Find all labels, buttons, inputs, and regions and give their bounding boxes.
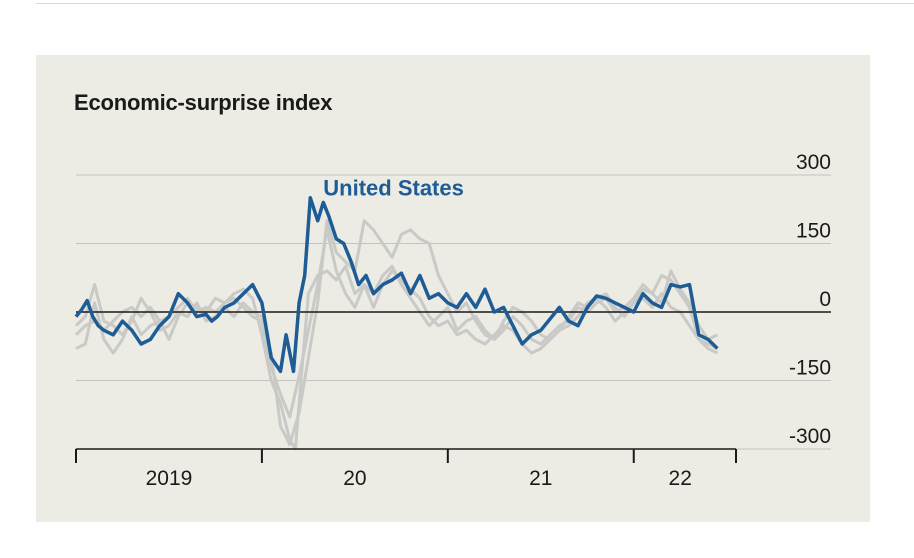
x-tick-label-2: 21 [529,467,552,490]
background-series-line-1 [74,219,719,446]
y-tick-label-0: 300 [796,151,831,174]
y-tick-label-2: 0 [819,288,831,311]
series-label-us: United States [323,176,464,201]
y-tick-label-1: 150 [796,220,831,243]
chart-panel: Economic-surprise index 300 150 0 -150 -300 U… [36,55,870,522]
y-tick-label-4: -300 [789,425,831,448]
chart-title: Economic-surprise index [74,90,333,115]
top-rule [36,3,914,4]
background-series-line-0 [75,264,719,451]
series-line-us [74,196,719,374]
y-tick-label-3: -150 [789,357,831,380]
x-tick-label-3: 22 [669,467,692,490]
x-tick-label-0: 2019 [146,467,193,490]
x-tick-label-1: 20 [343,467,366,490]
line-chart: 300 150 0 -150 -300 United States 2019 20 21 22 [74,151,831,490]
